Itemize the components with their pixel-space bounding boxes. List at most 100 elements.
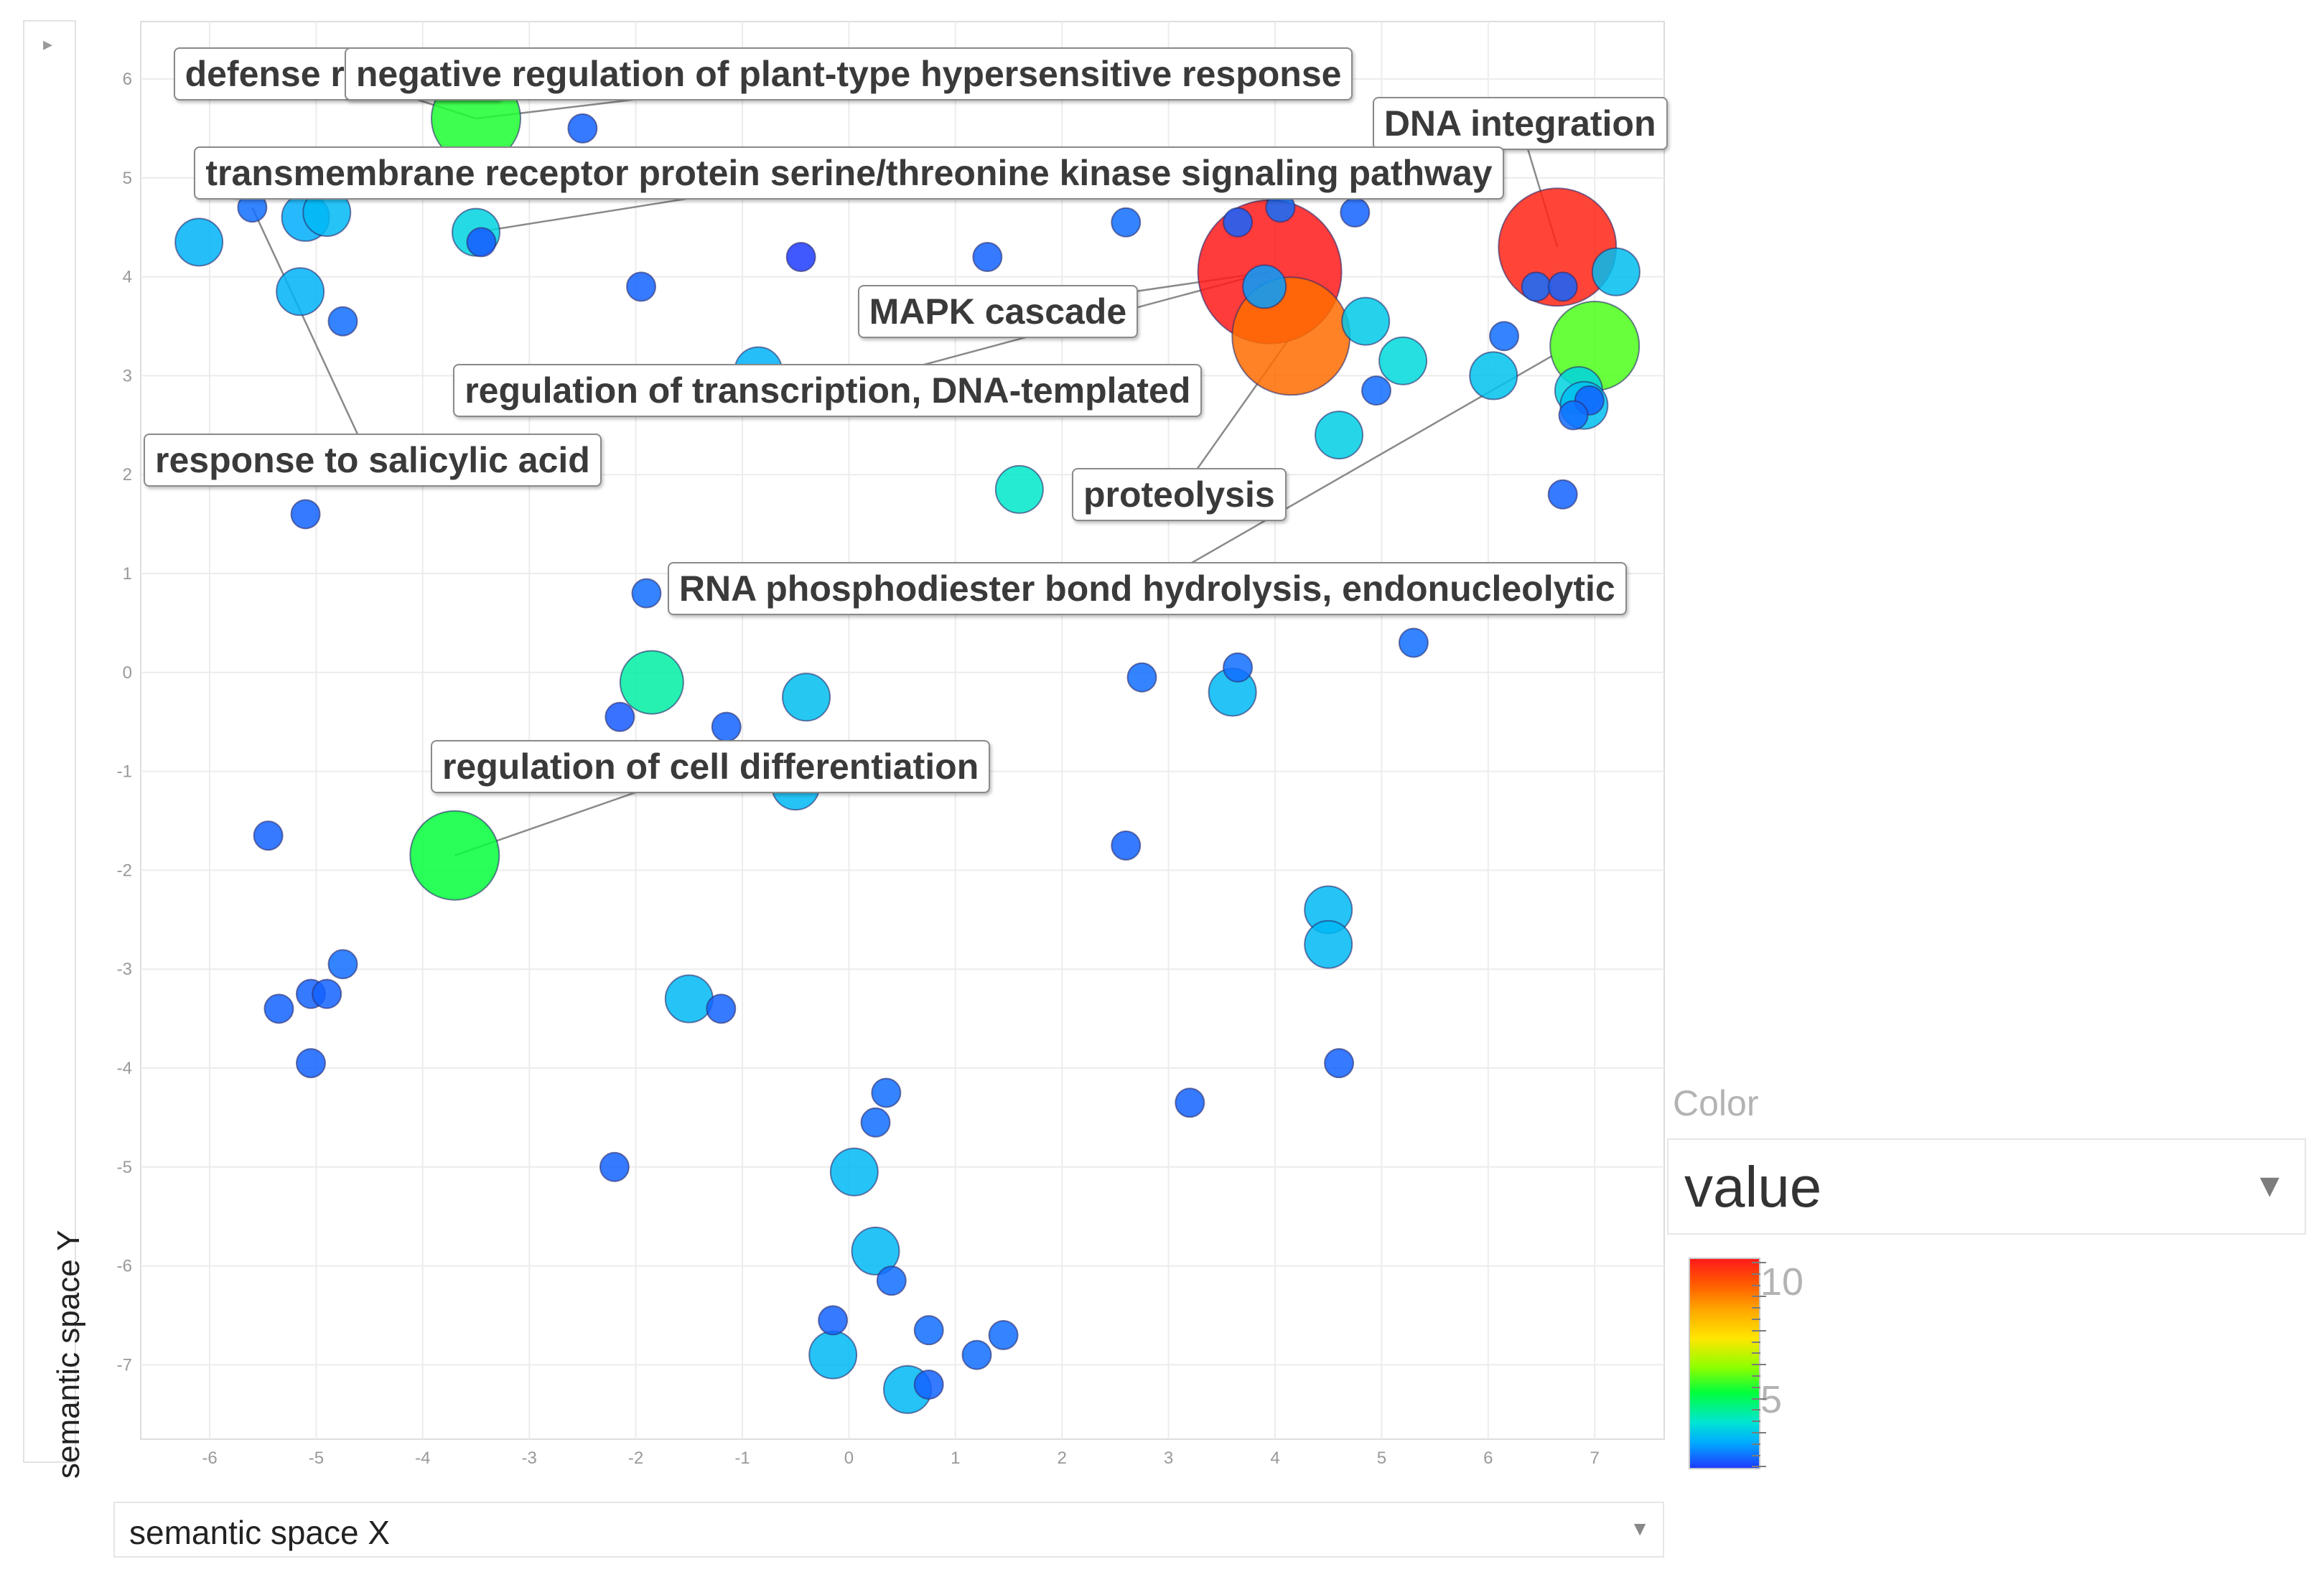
color-scale-minor-tick <box>1752 1352 1760 1354</box>
x-tick-label: 3 <box>1164 1449 1173 1468</box>
color-scale-minor-tick <box>1752 1364 1766 1366</box>
x-axis-selector[interactable]: semantic space X ▼ <box>113 1502 1664 1558</box>
data-point[interactable] <box>1398 627 1429 658</box>
data-point[interactable] <box>631 578 662 609</box>
data-point[interactable] <box>818 1305 849 1336</box>
color-scale-minor-tick <box>1752 1296 1766 1298</box>
color-scale-minor-tick <box>1752 1454 1760 1456</box>
collapse-arrow-icon[interactable]: ▸ <box>43 33 53 55</box>
annotation-label: MAPK cascade <box>857 284 1139 338</box>
data-point[interactable] <box>1126 662 1157 693</box>
data-point[interactable] <box>1378 336 1428 385</box>
data-point[interactable] <box>1242 264 1287 309</box>
data-point[interactable] <box>994 464 1044 514</box>
data-point[interactable] <box>1521 271 1551 302</box>
data-point[interactable] <box>808 1330 858 1380</box>
data-point[interactable] <box>1591 247 1641 296</box>
data-point[interactable] <box>1223 207 1254 238</box>
color-scale-tick-label: 5 <box>1760 1377 1783 1421</box>
data-point[interactable] <box>785 242 816 273</box>
color-scale-minor-tick <box>1752 1375 1760 1377</box>
data-point[interactable] <box>706 993 737 1024</box>
data-point[interactable] <box>961 1339 992 1370</box>
x-tick-label: -5 <box>309 1449 324 1468</box>
color-selector[interactable]: value ▼ <box>1667 1138 2306 1235</box>
annotation-leader <box>251 207 370 461</box>
data-point[interactable] <box>711 711 742 742</box>
data-point[interactable] <box>174 217 224 267</box>
data-point[interactable] <box>860 1107 891 1138</box>
data-point[interactable] <box>1340 197 1371 228</box>
plot-area <box>140 21 1665 1440</box>
data-point[interactable] <box>1304 919 1353 969</box>
x-tick-label: 4 <box>1270 1449 1279 1468</box>
data-point[interactable] <box>605 701 635 732</box>
color-scale-minor-tick <box>1752 1319 1760 1320</box>
chevron-down-icon: ▼ <box>1630 1517 1650 1540</box>
data-point[interactable] <box>782 673 831 722</box>
color-scale-minor-tick <box>1752 1307 1760 1309</box>
data-point[interactable] <box>1111 207 1142 238</box>
data-point[interactable] <box>312 978 342 1009</box>
color-scale-minor-tick <box>1752 1466 1766 1468</box>
color-scale-minor-tick <box>1752 1262 1766 1263</box>
data-point[interactable] <box>626 271 657 302</box>
data-point[interactable] <box>327 949 358 980</box>
x-tick-label: -1 <box>734 1449 750 1468</box>
data-point[interactable] <box>599 1151 630 1182</box>
data-point[interactable] <box>295 1048 326 1079</box>
x-tick-label: 6 <box>1483 1449 1493 1468</box>
y-tick-label: 6 <box>123 70 132 89</box>
annotation-label: RNA phosphodiester bond hydrolysis, endo… <box>667 561 1627 615</box>
data-point[interactable] <box>1547 479 1578 510</box>
color-scale-minor-tick <box>1752 1398 1766 1400</box>
y-tick-label: -5 <box>117 1158 132 1177</box>
data-point[interactable] <box>1489 321 1520 352</box>
color-scale-minor-tick <box>1752 1341 1760 1343</box>
x-tick-label: 5 <box>1377 1449 1386 1468</box>
y-axis-selector[interactable]: ▸ semantic space Y <box>23 20 86 1479</box>
data-point[interactable] <box>327 306 358 337</box>
data-point[interactable] <box>1341 296 1391 346</box>
data-point[interactable] <box>871 1077 902 1108</box>
data-point[interactable] <box>1469 351 1518 401</box>
annotation-label: negative regulation of plant-type hypers… <box>344 47 1353 101</box>
data-point[interactable] <box>1361 375 1391 406</box>
data-point[interactable] <box>988 1320 1019 1351</box>
data-point[interactable] <box>1223 652 1254 683</box>
data-point[interactable] <box>913 1369 944 1400</box>
annotation-label: DNA integration <box>1372 97 1668 150</box>
data-point[interactable] <box>913 1315 944 1346</box>
chevron-down-icon: ▼ <box>2253 1166 2286 1204</box>
y-tick-label: 0 <box>123 663 132 683</box>
data-point[interactable] <box>409 810 500 901</box>
data-point[interactable] <box>263 993 294 1024</box>
x-tick-label: 7 <box>1590 1449 1600 1468</box>
data-point[interactable] <box>276 267 325 317</box>
data-point[interactable] <box>664 974 714 1024</box>
data-point[interactable] <box>253 820 284 851</box>
data-point[interactable] <box>1547 271 1578 302</box>
data-point[interactable] <box>466 227 497 258</box>
data-point[interactable] <box>1315 411 1364 460</box>
data-point[interactable] <box>619 650 684 715</box>
y-tick-label: 1 <box>123 564 132 584</box>
data-point[interactable] <box>829 1147 879 1197</box>
data-point[interactable] <box>851 1226 900 1276</box>
data-point[interactable] <box>972 242 1003 273</box>
annotation-label: regulation of cell differentiation <box>430 739 991 793</box>
data-point[interactable] <box>290 499 321 530</box>
x-tick-label: 0 <box>844 1449 854 1468</box>
data-point[interactable] <box>1111 830 1142 861</box>
data-point[interactable] <box>1324 1048 1355 1079</box>
data-point[interactable] <box>1558 400 1589 431</box>
color-scale-minor-tick <box>1752 1273 1760 1275</box>
data-point[interactable] <box>1175 1087 1205 1118</box>
color-scale-minor-tick <box>1752 1284 1760 1286</box>
annotation-label: transmembrane receptor protein serine/th… <box>194 146 1504 200</box>
x-tick-label: 2 <box>1058 1449 1067 1468</box>
y-tick-label: -7 <box>117 1355 132 1375</box>
data-point[interactable] <box>876 1265 907 1296</box>
y-axis-label: semantic space Y <box>51 1230 86 1479</box>
data-point[interactable] <box>567 113 598 144</box>
